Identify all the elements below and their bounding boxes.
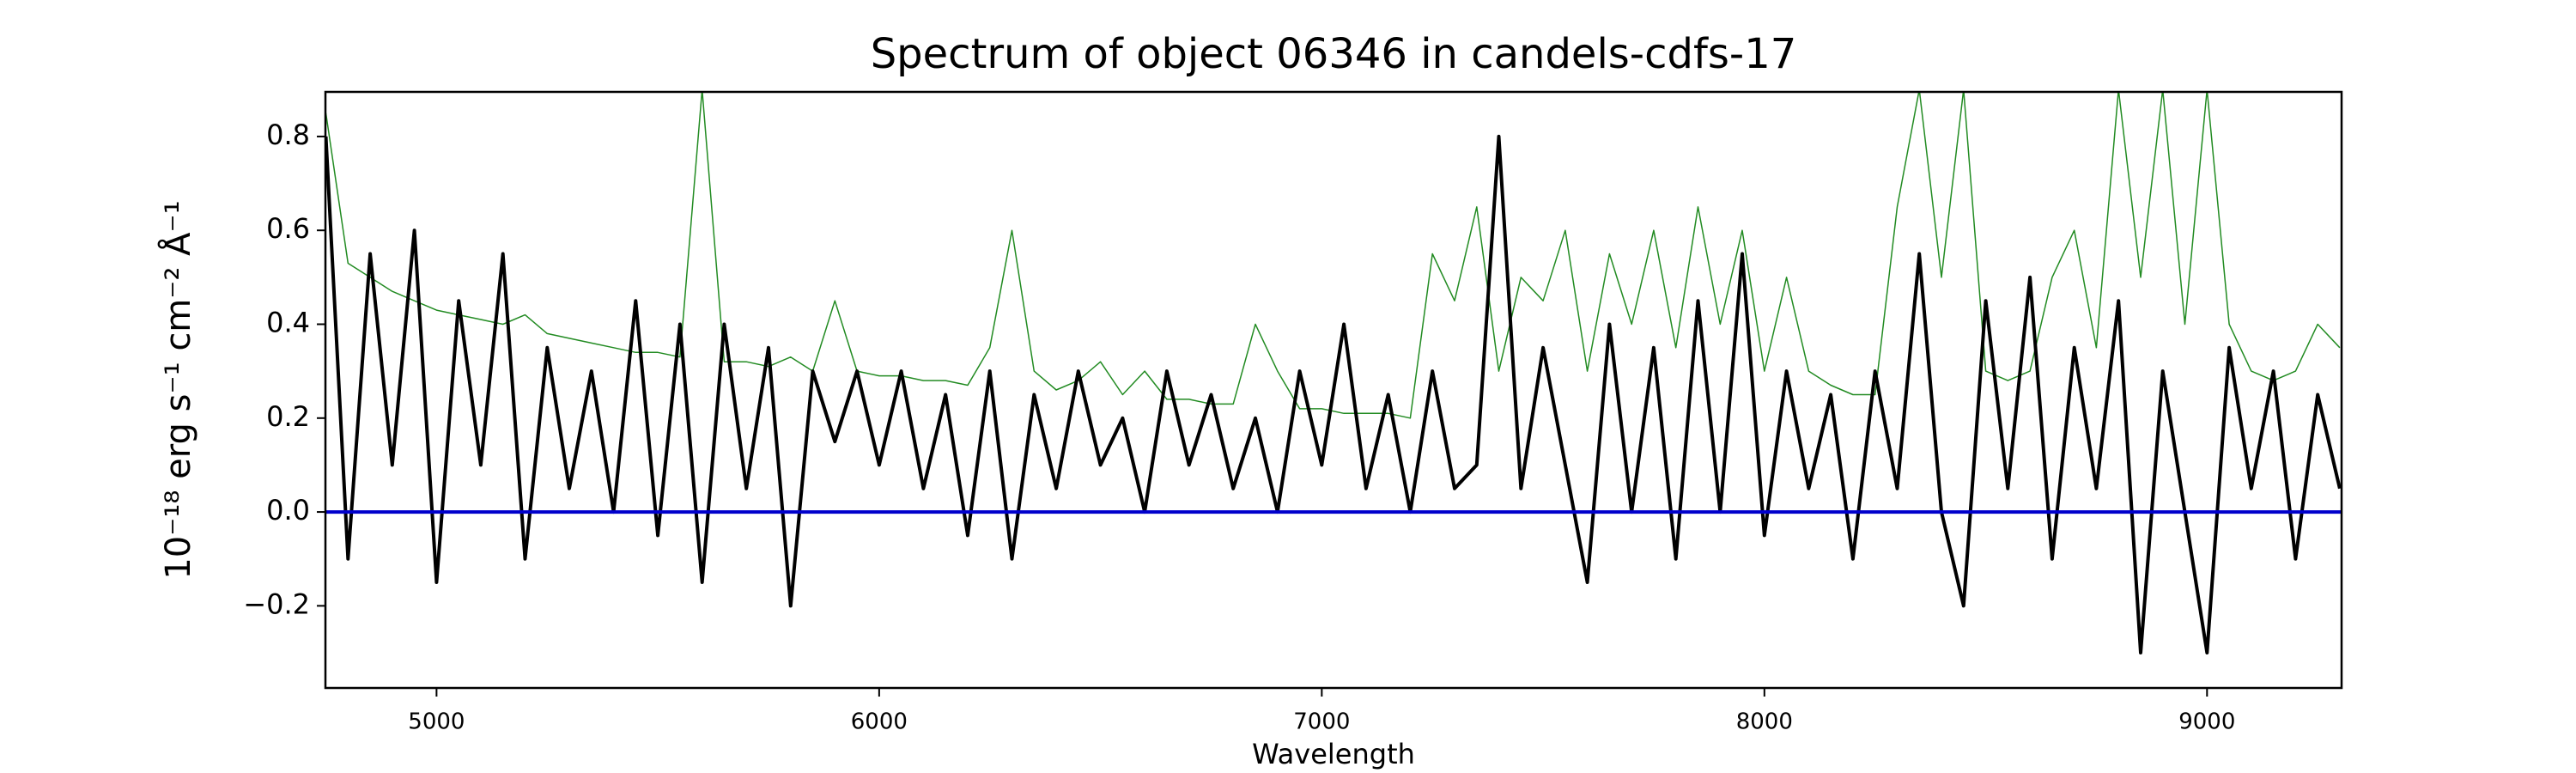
spectrum-line <box>325 92 2341 419</box>
y-tick-label: 0.4 <box>266 306 310 338</box>
y-axis-label: 10⁻¹⁸ erg s⁻¹ cm⁻² Å⁻¹ <box>157 200 198 579</box>
x-tick-label: 6000 <box>851 709 908 735</box>
y-tick-label: 0.0 <box>266 494 310 526</box>
x-axis-label: Wavelength <box>1252 738 1415 770</box>
y-tick-label: 0.2 <box>266 400 310 433</box>
y-tick-label: 0.6 <box>266 212 310 245</box>
x-tick-label: 5000 <box>408 709 465 735</box>
x-tick-label: 7000 <box>1293 709 1350 735</box>
plot-area <box>325 92 2342 654</box>
x-tick-label: 9000 <box>2178 709 2235 735</box>
axes-frame <box>324 90 2343 690</box>
y-tick-label: −0.2 <box>243 587 310 620</box>
chart-title: Spectrum of object 06346 in candels-cdfs… <box>871 30 1797 78</box>
x-tick-label: 8000 <box>1736 709 1793 735</box>
y-tick-label: 0.8 <box>266 119 310 151</box>
spectrum-line <box>325 134 2342 654</box>
